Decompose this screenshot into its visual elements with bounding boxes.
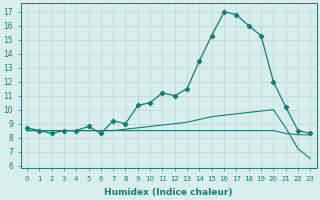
X-axis label: Humidex (Indice chaleur): Humidex (Indice chaleur) bbox=[104, 188, 233, 197]
